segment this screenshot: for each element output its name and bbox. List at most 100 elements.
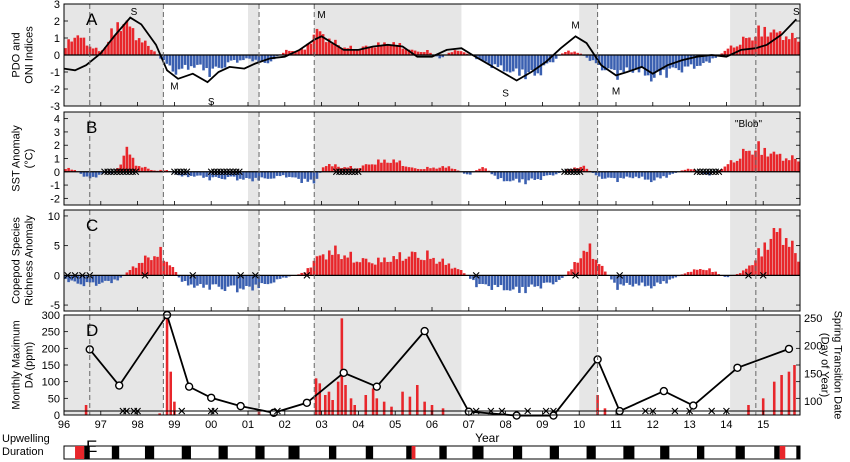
no-data-mark <box>178 407 186 415</box>
index-bar <box>680 55 684 73</box>
richness-bar <box>603 271 607 276</box>
panel-c-ylabel-line: Copepod Species <box>11 217 23 304</box>
richness-bar <box>723 275 727 277</box>
sst-bar <box>189 171 193 176</box>
upwelling-segment <box>623 446 635 459</box>
richness-bar <box>692 269 696 276</box>
richness-bar <box>153 256 156 276</box>
sst-bar <box>582 165 586 172</box>
index-bar <box>235 55 239 63</box>
panel-b-tick-label: -1 <box>50 180 60 192</box>
index-bar <box>459 51 463 55</box>
richness-bar <box>671 275 675 279</box>
sst-bar <box>315 171 319 179</box>
richness-bar <box>383 257 386 276</box>
sst-bar <box>475 170 478 172</box>
sst-bar <box>119 164 123 172</box>
panel-b-ylabel-line: SST Anomaly <box>11 125 23 192</box>
sst-bar <box>193 171 196 177</box>
sst-bar <box>309 171 313 180</box>
sst-bar <box>640 171 644 177</box>
missing-data-mark <box>712 168 720 176</box>
sst-bar <box>94 171 98 178</box>
index-bar <box>343 47 346 55</box>
upwelling-segment <box>84 446 90 459</box>
index-bar <box>628 55 632 71</box>
index-bar <box>496 55 500 68</box>
upwelling-segment <box>512 446 523 459</box>
richness-bar <box>79 275 83 285</box>
index-bar <box>377 42 380 55</box>
x-tick-label: 00 <box>205 419 217 431</box>
sst-bar <box>383 159 386 172</box>
sst-bar <box>683 169 687 172</box>
sst-bar <box>423 169 426 172</box>
richness-bar <box>186 275 190 286</box>
sst-bar <box>579 166 583 172</box>
panel-a-tick-label: 2 <box>54 16 60 28</box>
index-bar <box>478 55 481 60</box>
richness-bar <box>766 249 770 276</box>
index-bar <box>260 55 264 61</box>
index-bar <box>438 55 441 59</box>
sst-bar <box>407 167 411 172</box>
richness-bar <box>193 275 196 288</box>
sst-bar <box>692 169 696 172</box>
richness-bar <box>695 269 699 276</box>
sst-bar <box>404 166 408 172</box>
sst-bar <box>186 171 190 178</box>
panel-e-ylabel-line: Duration <box>2 446 44 458</box>
index-bar <box>104 47 107 55</box>
richness-bar <box>321 254 325 276</box>
index-bar <box>88 46 92 55</box>
index-bar <box>441 55 445 58</box>
richness-bar <box>202 275 205 288</box>
missing-data-mark <box>171 168 178 176</box>
da-bar <box>336 381 340 415</box>
index-bar <box>637 55 641 73</box>
panel-d-right-tick-label: 200 <box>804 341 822 353</box>
sst-bar <box>202 171 205 178</box>
sst-bar <box>723 166 727 172</box>
panel-d-tick-label: 200 <box>42 343 60 355</box>
richness-bar <box>131 266 135 276</box>
richness-bar <box>318 255 322 276</box>
richness-bar <box>797 261 800 276</box>
missing-data-mark <box>759 271 767 279</box>
sst-bar <box>766 156 770 172</box>
sst-bar <box>542 171 546 177</box>
phase-label: M <box>170 82 178 93</box>
richness-bar <box>226 275 230 287</box>
sst-bar <box>208 171 211 181</box>
index-bar <box>306 43 310 55</box>
panel-c-tick-label: 5 <box>54 241 60 253</box>
missing-data-mark <box>706 168 713 176</box>
index-bar <box>493 55 497 65</box>
richness-bar <box>355 261 359 276</box>
richness-bar <box>159 246 162 276</box>
sst-bar <box>726 164 730 172</box>
upwelling-segment <box>660 446 670 459</box>
index-bar <box>196 55 199 65</box>
sst-bar <box>745 151 748 172</box>
panel-d-right-ylabel-line: (Day of Year) <box>819 333 831 397</box>
index-bar <box>794 38 797 55</box>
richness-bar <box>386 261 389 276</box>
upwelling-segment <box>365 446 374 459</box>
upwelling-segment <box>586 446 596 459</box>
sst-bar <box>484 168 487 172</box>
richness-bar <box>346 257 349 276</box>
x-tick-label: 96 <box>58 419 70 431</box>
panel-a-tick-label: -1 <box>50 67 60 79</box>
index-bar <box>579 53 583 55</box>
index-bar <box>490 55 494 69</box>
index-bar <box>174 55 178 75</box>
sst-bar <box>297 171 300 179</box>
index-bar <box>530 55 533 71</box>
da-bar <box>793 365 796 415</box>
sst-bar <box>536 171 540 180</box>
upwelling-segment <box>735 446 745 459</box>
missing-data-mark <box>207 168 215 176</box>
x-tick-label: 08 <box>499 419 511 431</box>
